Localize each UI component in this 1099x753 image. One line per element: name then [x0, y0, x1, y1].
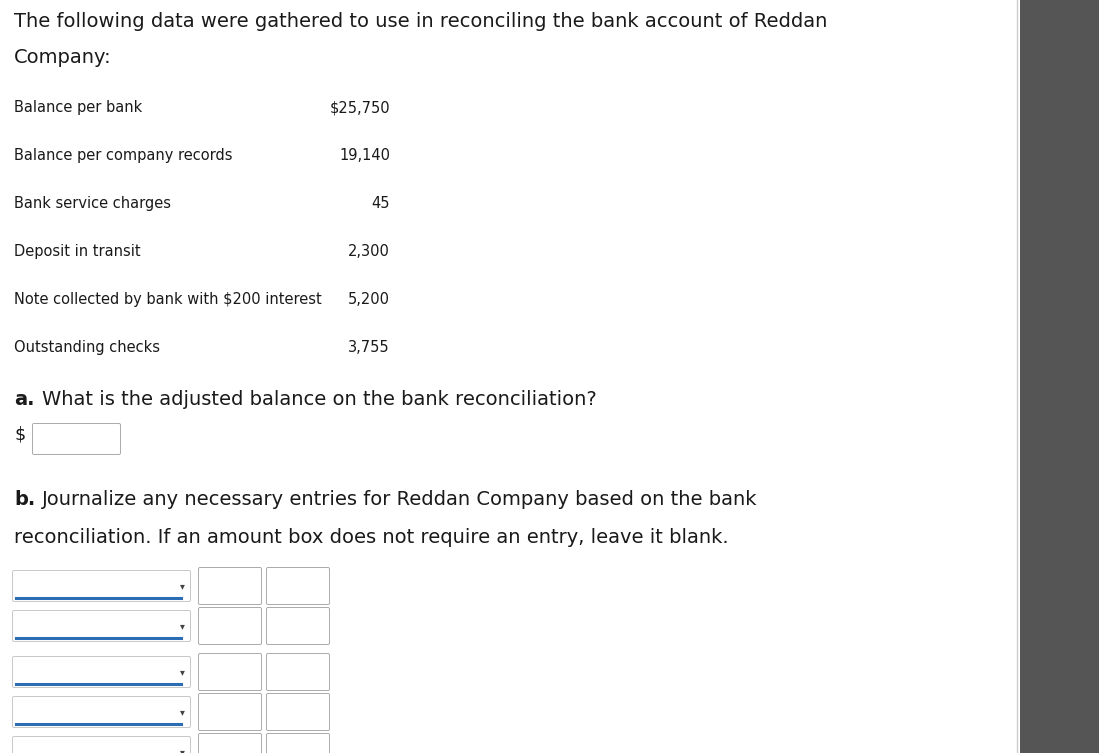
Text: 19,140: 19,140 — [338, 148, 390, 163]
Text: Journalize any necessary entries for Reddan Company based on the bank: Journalize any necessary entries for Red… — [42, 490, 757, 509]
FancyBboxPatch shape — [12, 736, 190, 753]
FancyBboxPatch shape — [266, 568, 330, 605]
Text: ▾: ▾ — [179, 667, 185, 677]
Text: $25,750: $25,750 — [330, 100, 390, 115]
Text: Deposit in transit: Deposit in transit — [14, 244, 141, 259]
Text: a.: a. — [14, 390, 34, 409]
FancyBboxPatch shape — [199, 654, 262, 691]
FancyBboxPatch shape — [199, 694, 262, 730]
Text: 45: 45 — [371, 196, 390, 211]
Text: b.: b. — [14, 490, 35, 509]
Text: Balance per company records: Balance per company records — [14, 148, 233, 163]
FancyBboxPatch shape — [33, 423, 121, 455]
FancyBboxPatch shape — [266, 733, 330, 753]
Text: Balance per bank: Balance per bank — [14, 100, 142, 115]
FancyBboxPatch shape — [1020, 0, 1099, 753]
Text: Bank service charges: Bank service charges — [14, 196, 171, 211]
FancyBboxPatch shape — [266, 654, 330, 691]
FancyBboxPatch shape — [12, 611, 190, 642]
Text: ▾: ▾ — [179, 621, 185, 631]
Text: Note collected by bank with $200 interest: Note collected by bank with $200 interes… — [14, 292, 322, 307]
Text: ▾: ▾ — [179, 581, 185, 591]
FancyBboxPatch shape — [266, 694, 330, 730]
FancyBboxPatch shape — [12, 657, 190, 687]
FancyBboxPatch shape — [199, 733, 262, 753]
Text: 2,300: 2,300 — [348, 244, 390, 259]
FancyBboxPatch shape — [12, 697, 190, 727]
Text: 3,755: 3,755 — [348, 340, 390, 355]
Text: The following data were gathered to use in reconciling the bank account of Redda: The following data were gathered to use … — [14, 12, 828, 31]
FancyBboxPatch shape — [266, 608, 330, 645]
FancyBboxPatch shape — [199, 608, 262, 645]
Text: $: $ — [14, 425, 25, 443]
Text: Company:: Company: — [14, 48, 112, 67]
Text: What is the adjusted balance on the bank reconciliation?: What is the adjusted balance on the bank… — [42, 390, 597, 409]
Text: 5,200: 5,200 — [348, 292, 390, 307]
Text: ▾: ▾ — [179, 747, 185, 753]
Text: Outstanding checks: Outstanding checks — [14, 340, 160, 355]
Text: reconciliation. If an amount box does not require an entry, leave it blank.: reconciliation. If an amount box does no… — [14, 528, 729, 547]
Text: ▾: ▾ — [179, 707, 185, 717]
FancyBboxPatch shape — [199, 568, 262, 605]
FancyBboxPatch shape — [12, 571, 190, 602]
